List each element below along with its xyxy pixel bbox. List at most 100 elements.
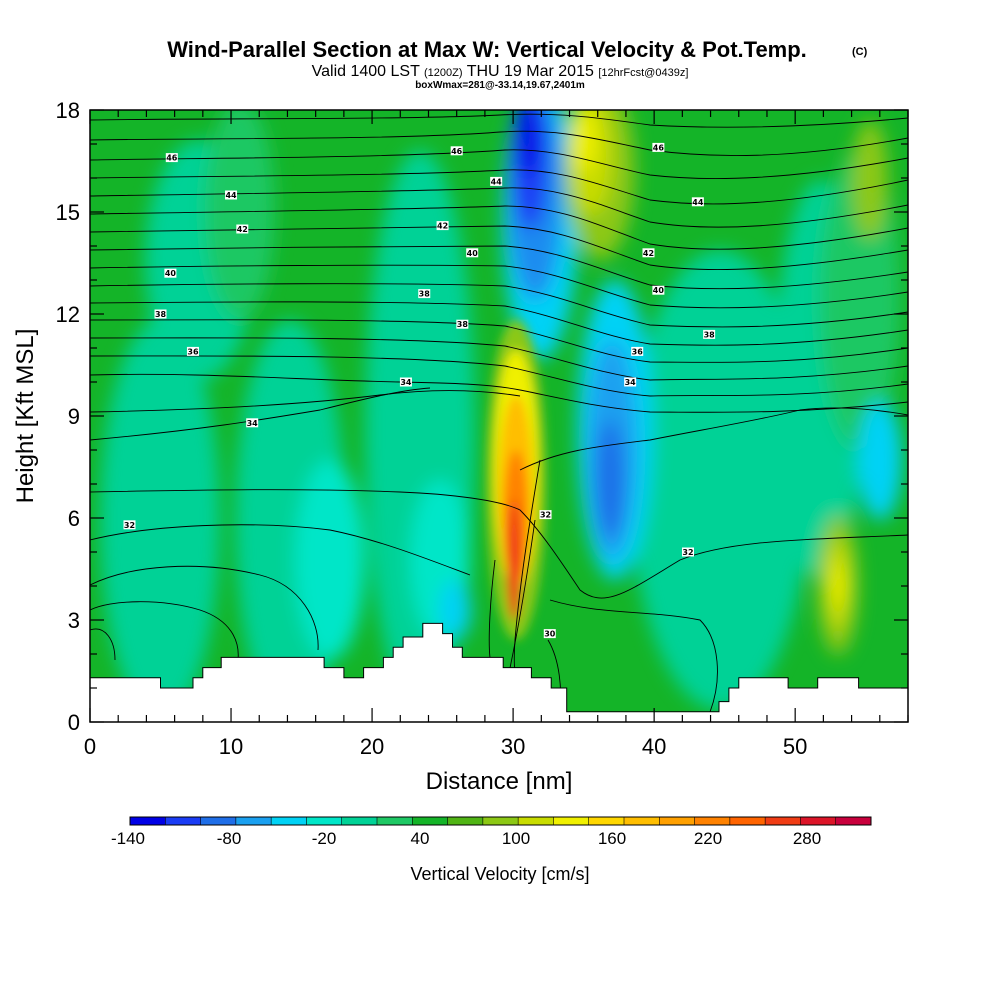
colorbar-tick-label: 40: [411, 829, 430, 848]
theta-contour-labels: 46 46 46 44 44 44 42 42 42 40 40 40 38 38 38 38 36 36 34 34…: [123, 142, 716, 639]
theta-label-text: 44: [225, 191, 237, 200]
theta-contour-label: 42: [436, 221, 449, 231]
theta-contour-label: 44: [490, 176, 503, 186]
theta-contour-label: 30: [543, 629, 556, 639]
theta-contour-label: 32: [539, 510, 552, 520]
theta-label-background: [466, 248, 479, 258]
colorbar-swatch: [447, 817, 484, 825]
theta-label-background: [642, 248, 655, 258]
theta-label-text: 46: [166, 154, 178, 163]
y-tick-label: 6: [68, 506, 80, 531]
x-tick-label: 40: [642, 734, 666, 759]
colorbar-swatch: [306, 817, 343, 825]
theta-label-text: 38: [704, 330, 716, 339]
theta-contour-label: 40: [164, 268, 177, 278]
theta-contour: [90, 601, 239, 661]
field-updraft-aloft: [572, 110, 596, 172]
theta-label-text: 42: [237, 225, 248, 234]
theta-label-text: 34: [400, 378, 412, 387]
theta-contour-label: 46: [450, 146, 463, 156]
theta-label-background: [543, 629, 556, 639]
theta-contour: [90, 628, 116, 661]
theta-label-text: 34: [247, 419, 259, 428]
theta-label-text: 42: [643, 249, 654, 258]
colorbar-swatch: [377, 817, 413, 825]
theta-contour-label: 34: [246, 418, 259, 428]
theta-label-text: 46: [451, 147, 463, 156]
theta-contour-label: 38: [154, 309, 167, 319]
theta-contour: [90, 149, 908, 180]
theta-contour-label: 32: [123, 520, 136, 530]
theta-label-text: 38: [457, 320, 469, 329]
valid-utc: (1200Z): [424, 67, 463, 79]
field-downdraft-mid: [596, 420, 624, 540]
theta-contour-label: 38: [418, 289, 431, 299]
theta-contour-label: 46: [165, 153, 178, 163]
theta-label-background: [652, 142, 665, 152]
theta-label-background: [652, 285, 665, 295]
y-tick-labels: 0 3 6 9 12 15 18: [56, 98, 80, 735]
theta-label-text: 34: [625, 378, 637, 387]
theta-label-text: 32: [540, 511, 551, 520]
theta-contour: [90, 524, 471, 576]
theta-contour: [90, 390, 521, 413]
terrain: [90, 622, 908, 722]
theta-label-background: [418, 289, 431, 299]
colorbar-tick-label: -80: [217, 829, 242, 848]
theta-contour-label: 46: [652, 142, 665, 152]
theta-label-background: [456, 319, 469, 329]
theta-label-text: 40: [165, 269, 177, 278]
colorbar-swatch: [130, 817, 166, 825]
valid-time: Valid 1400 LST: [312, 63, 420, 80]
x-axis-label: Distance [nm]: [426, 768, 573, 795]
theta-contour: [90, 387, 431, 441]
theta-contour: [90, 373, 908, 413]
y-tick-label: 12: [56, 302, 80, 327]
colorbar-swatch: [412, 817, 448, 825]
x-tick-label: 10: [219, 734, 243, 759]
x-tick-label: 50: [783, 734, 807, 759]
colorbar-tick-label: -20: [312, 829, 337, 848]
x-tick-label: 30: [501, 734, 525, 759]
theta-label-background: [539, 510, 552, 520]
theta-contour: [509, 519, 536, 669]
theta-label-background: [490, 176, 503, 186]
field-cyan-pocket: [295, 460, 365, 660]
theta-label-text: 30: [544, 630, 556, 639]
y-axis-label: Height [Kft MSL]: [12, 329, 39, 504]
colorbar-swatch: [800, 817, 837, 825]
theta-label-background: [246, 418, 259, 428]
theta-label-background: [450, 146, 463, 156]
colorbar-frame: [129, 816, 872, 826]
theta-label-text: 44: [692, 198, 704, 207]
colorbar-swatch: [694, 817, 731, 825]
colorbar-tick-label: 160: [598, 829, 626, 848]
theta-contour: [513, 459, 541, 673]
field-cyan-pocket: [858, 400, 902, 520]
colorbar-tick-label: 100: [502, 829, 530, 848]
theta-contour: [90, 337, 908, 381]
theta-label-background: [225, 190, 238, 200]
colorbar: [129, 816, 872, 826]
theta-label-background: [436, 221, 449, 231]
theta-contour: [90, 264, 908, 309]
theta-contour-label: 36: [186, 346, 199, 356]
colorbar-swatch: [588, 817, 625, 825]
theta-contour-label: 38: [703, 329, 716, 339]
y-tick-label: 0: [68, 710, 80, 735]
theta-label-background: [703, 329, 716, 339]
y-tick-label: 18: [56, 98, 80, 123]
theta-label-background: [154, 309, 167, 319]
theta-label-text: 42: [437, 222, 448, 231]
theta-contour-label: 42: [236, 224, 249, 234]
theta-contour: [549, 599, 718, 713]
theta-contour-label: 40: [466, 248, 479, 258]
colorbar-tick-label: 280: [793, 829, 821, 848]
colorbar-swatch: [200, 817, 237, 825]
theta-contour: [90, 205, 908, 250]
colorbar-swatch: [482, 817, 519, 825]
theta-label-background: [165, 153, 178, 163]
field-updraft-ne: [852, 120, 888, 240]
x-tick-label: 0: [84, 734, 96, 759]
colorbar-swatch: [341, 817, 378, 825]
